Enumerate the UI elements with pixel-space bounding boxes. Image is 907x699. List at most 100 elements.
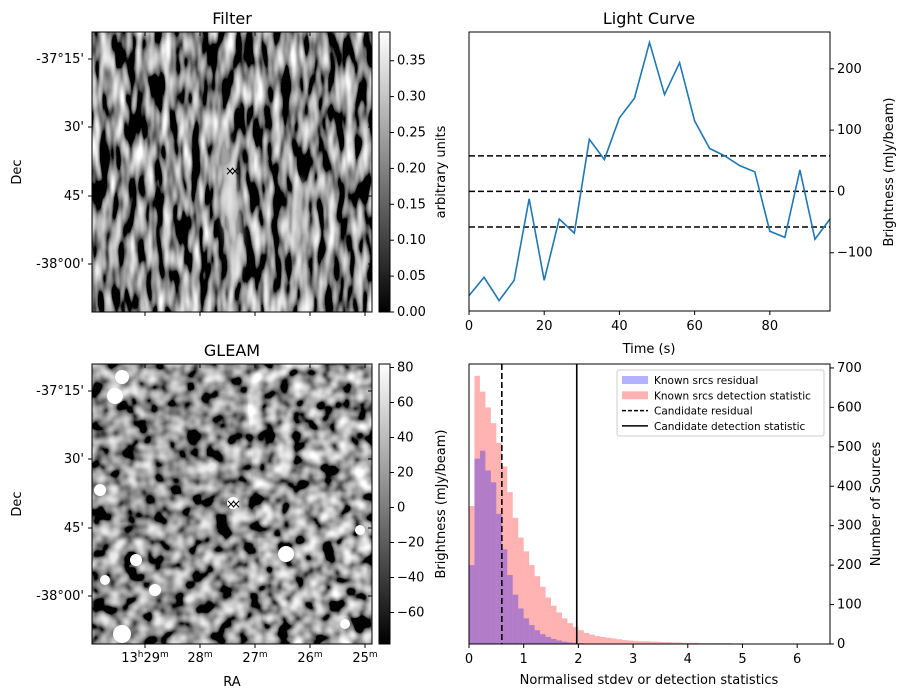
hist-bar [474, 375, 480, 644]
x-tick-label: 5 [738, 652, 746, 667]
ra-main: 28 [187, 651, 204, 666]
legend-swatch [622, 376, 648, 384]
hist-bar [485, 407, 491, 644]
gleam-marker-blue: × [231, 497, 241, 511]
colorbar-tick-label: 20 [397, 466, 414, 481]
hist-bar [496, 442, 502, 644]
colorbar-tick-label: −40 [397, 571, 424, 586]
ra-sup2: m [314, 650, 323, 660]
colorbar-tick-label: 0.20 [397, 161, 426, 176]
legend-label: Candidate detection statistic [654, 421, 806, 433]
filter-colorbar-label: arbitrary units [434, 125, 449, 218]
colorbar-tick-label: 0.15 [397, 197, 426, 212]
hist-bar [501, 549, 508, 644]
hist-bar [469, 565, 475, 644]
y-tick-label: 100 [837, 123, 862, 138]
hist-bar [676, 642, 683, 644]
hist-bar [693, 642, 699, 644]
ra-tick-label: 26m [297, 650, 322, 666]
gleam-title: GLEAM [204, 341, 260, 360]
legend-label: Known srcs residual [654, 375, 758, 387]
y-tick-label: 200 [837, 62, 862, 77]
hist-bar [490, 482, 497, 644]
ra-tick-label: 27m [242, 650, 267, 666]
filter-panel: Filter × × -37°15' 30' 45' -38°00' Dec 0.00… [10, 9, 449, 320]
filter-ylabel: Dec [10, 159, 25, 184]
ra-tick-label: 28m [187, 650, 212, 666]
hist-bar [561, 618, 568, 644]
filter-colorbar-ticks: 0.00 0.05 0.10 0.15 0.20 0.25 0.30 0.35 [390, 54, 426, 320]
gleam-colorbar-label: Brightness (mJy/beam) [434, 430, 449, 579]
x-tick-label: 6 [793, 652, 801, 667]
hist-bar [545, 597, 552, 644]
colorbar-tick-label: 60 [397, 396, 414, 411]
gleam-bright-sources [94, 370, 365, 643]
light-curve-plot [468, 39, 831, 302]
histogram-ylabel: Number of Sources [869, 442, 884, 567]
hist-bar [512, 517, 519, 644]
light-curve-line [468, 39, 831, 302]
ra-main: 25 [352, 651, 369, 666]
gleam-panel: GLEAM × × -37°15'30'45'-38°00'13h29m 28m 2… [10, 341, 449, 690]
colorbar-tick-label: 0.05 [397, 269, 426, 284]
hist-bar [540, 634, 546, 644]
hist-bar [660, 642, 666, 644]
x-tick-label: 80 [762, 319, 779, 334]
hist-bar [644, 641, 650, 644]
ra-sup1: h [138, 650, 144, 660]
x-tick-label: 4 [684, 652, 692, 667]
x-tick-label: 2 [574, 652, 582, 667]
hist-bar [561, 641, 568, 644]
dec-tick-label: -38°00' [36, 257, 84, 272]
hist-bar [545, 636, 552, 644]
candidate-marker-blue: × [230, 164, 240, 178]
gleam-marker-red: × [226, 497, 236, 511]
histogram-xlabel: Normalised stdev or detection statistics [520, 673, 779, 688]
filter-axis-ticks: -37°15' 30' 45' -38°00' [36, 32, 372, 316]
legend-box [616, 369, 825, 437]
dec-tick-label: 30' [64, 452, 84, 467]
hist-bar [638, 641, 645, 644]
hist-bar [687, 642, 694, 644]
ra-mid: 29 [143, 651, 160, 666]
hist-bar [551, 605, 557, 644]
x-tick-label: 60 [686, 319, 703, 334]
x-tick-label: 0 [465, 652, 473, 667]
hist-bar [479, 450, 486, 644]
hist-bar [496, 513, 502, 644]
colorbar-tick-label: −60 [397, 606, 424, 621]
light-curve-xlabel: Time (s) [622, 342, 676, 357]
light-curve-panel: Light Curve 0 20 40 60 80 −100 0 100 200 Time (s… [465, 9, 897, 357]
hist-bar [551, 638, 557, 644]
gleam-image: × × [92, 364, 372, 644]
y-tick-label: 0 [837, 637, 845, 652]
y-tick-label: 0 [837, 184, 845, 199]
x-tick-label: 1 [520, 652, 528, 667]
ra-sup2: m [369, 650, 378, 660]
gleam-ylabel: Dec [10, 491, 25, 516]
hist-bar [490, 423, 497, 644]
gleam-colorbar-ticks: −60 −40 −20 0 20 40 60 80 [390, 361, 424, 621]
y-tick-label: 500 [837, 440, 862, 455]
y-tick-label: 300 [837, 519, 862, 534]
light-curve-frame [468, 31, 831, 312]
hist-bar [518, 537, 524, 644]
histogram-ticks: 0 1 2 3 4 5 6 0 100 200 300 400 500 600 700 [465, 361, 862, 667]
y-tick-label: 400 [837, 479, 862, 494]
ra-tick-label: 25m [352, 650, 377, 666]
hist-bar [600, 636, 606, 644]
ra-sup2: m [160, 650, 169, 660]
dec-tick-label: 30' [64, 120, 84, 135]
hist-bar [556, 612, 562, 644]
filter-frame [91, 31, 373, 313]
hist-bar [572, 627, 579, 644]
histogram-legend: Known srcs residual Known srcs detection … [616, 369, 825, 437]
hist-bar [633, 640, 639, 644]
dec-tick-label: 45' [64, 189, 84, 204]
hist-bar [501, 466, 508, 644]
hist-bar [594, 636, 601, 644]
hist-bar [479, 391, 486, 644]
y-tick-label: 600 [837, 400, 862, 415]
hist-bar [611, 638, 617, 644]
